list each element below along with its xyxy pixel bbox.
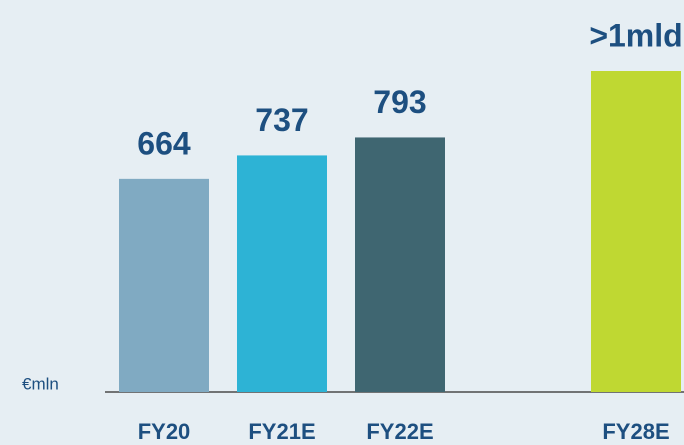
bar	[119, 178, 209, 392]
value-label: 737	[255, 102, 308, 138]
x-tick-label: FY22E	[366, 419, 433, 444]
x-tick-label: FY28E	[602, 419, 669, 444]
value-label: >1mld	[589, 17, 682, 53]
bar	[355, 137, 445, 392]
x-tick-label: FY21E	[248, 419, 315, 444]
value-label: 664	[137, 125, 191, 161]
bar	[591, 71, 681, 392]
y-axis-label: €mln	[22, 374, 59, 393]
bar	[237, 155, 327, 392]
value-label: 793	[373, 84, 426, 120]
x-tick-label: FY20	[138, 419, 191, 444]
